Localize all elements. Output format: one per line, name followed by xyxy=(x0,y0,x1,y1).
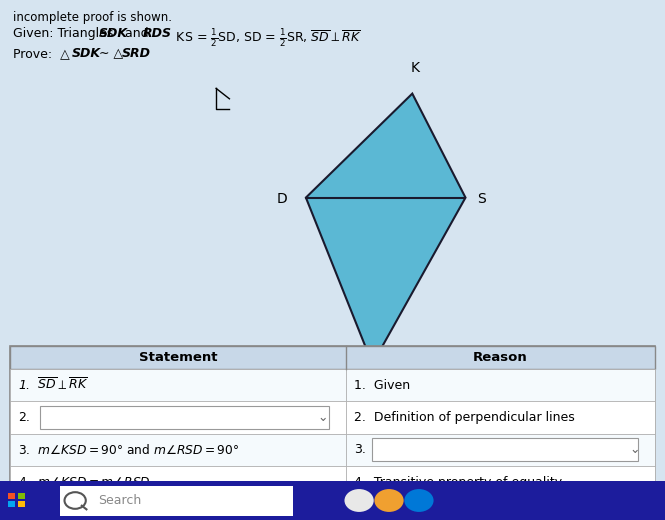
Text: K: K xyxy=(411,61,420,75)
Text: D: D xyxy=(277,192,287,205)
Circle shape xyxy=(404,489,434,512)
Text: incomplete proof is shown.: incomplete proof is shown. xyxy=(13,11,172,24)
Text: ⌄: ⌄ xyxy=(317,411,328,424)
Bar xyxy=(346,369,655,401)
Text: 3.  $m\angle KSD = 90°$ and $m\angle RSD = 90°$: 3. $m\angle KSD = 90°$ and $m\angle RSD … xyxy=(18,443,239,457)
Bar xyxy=(18,493,25,499)
Bar xyxy=(40,406,329,429)
Bar xyxy=(0,481,665,520)
Bar xyxy=(10,401,346,434)
Circle shape xyxy=(344,489,374,512)
Bar xyxy=(60,486,293,516)
Text: and: and xyxy=(121,27,153,40)
Text: ⌄: ⌄ xyxy=(630,443,640,457)
Polygon shape xyxy=(306,94,466,364)
Text: SRD: SRD xyxy=(122,47,151,60)
Text: KS = $\frac{1}{2}$SD, SD = $\frac{1}{2}$SR, $\overline{SD}$$\perp$$\overline{RK}: KS = $\frac{1}{2}$SD, SD = $\frac{1}{2}$… xyxy=(168,27,362,49)
Text: R: R xyxy=(364,384,374,398)
Text: 2.  Definition of perpendicular lines: 2. Definition of perpendicular lines xyxy=(354,411,575,424)
Bar xyxy=(18,501,25,506)
Text: SDK: SDK xyxy=(72,47,101,60)
Text: Given: Triangles: Given: Triangles xyxy=(13,27,118,40)
Text: Search: Search xyxy=(98,494,142,507)
Bar xyxy=(8,501,15,506)
Text: SDK: SDK xyxy=(98,27,128,40)
Text: ∼ △: ∼ △ xyxy=(95,47,123,60)
Text: S: S xyxy=(477,192,486,205)
Circle shape xyxy=(374,489,404,512)
Text: 3.: 3. xyxy=(354,443,366,457)
Bar xyxy=(346,434,655,466)
Text: 1.  $\overline{SD}$$\perp$$\overline{RK}$: 1. $\overline{SD}$$\perp$$\overline{RK}$ xyxy=(18,378,88,393)
Bar xyxy=(8,493,15,499)
Bar xyxy=(346,401,655,434)
Text: 2.: 2. xyxy=(18,411,30,424)
Bar xyxy=(10,369,346,401)
Bar xyxy=(10,346,655,369)
Text: 1.  Given: 1. Given xyxy=(354,379,410,392)
Text: RDS: RDS xyxy=(143,27,172,40)
Bar xyxy=(10,434,346,466)
Text: Reason: Reason xyxy=(473,351,528,364)
Bar xyxy=(372,438,638,461)
Bar xyxy=(346,466,655,498)
Bar xyxy=(10,346,655,498)
Text: 4.  Transitive property of equality: 4. Transitive property of equality xyxy=(354,475,562,489)
Bar xyxy=(10,466,346,498)
Text: Prove:  △: Prove: △ xyxy=(13,47,70,60)
Text: Statement: Statement xyxy=(138,351,217,364)
Text: 4.  $m\angle KSD = m\angle RSD$: 4. $m\angle KSD = m\angle RSD$ xyxy=(18,475,151,489)
